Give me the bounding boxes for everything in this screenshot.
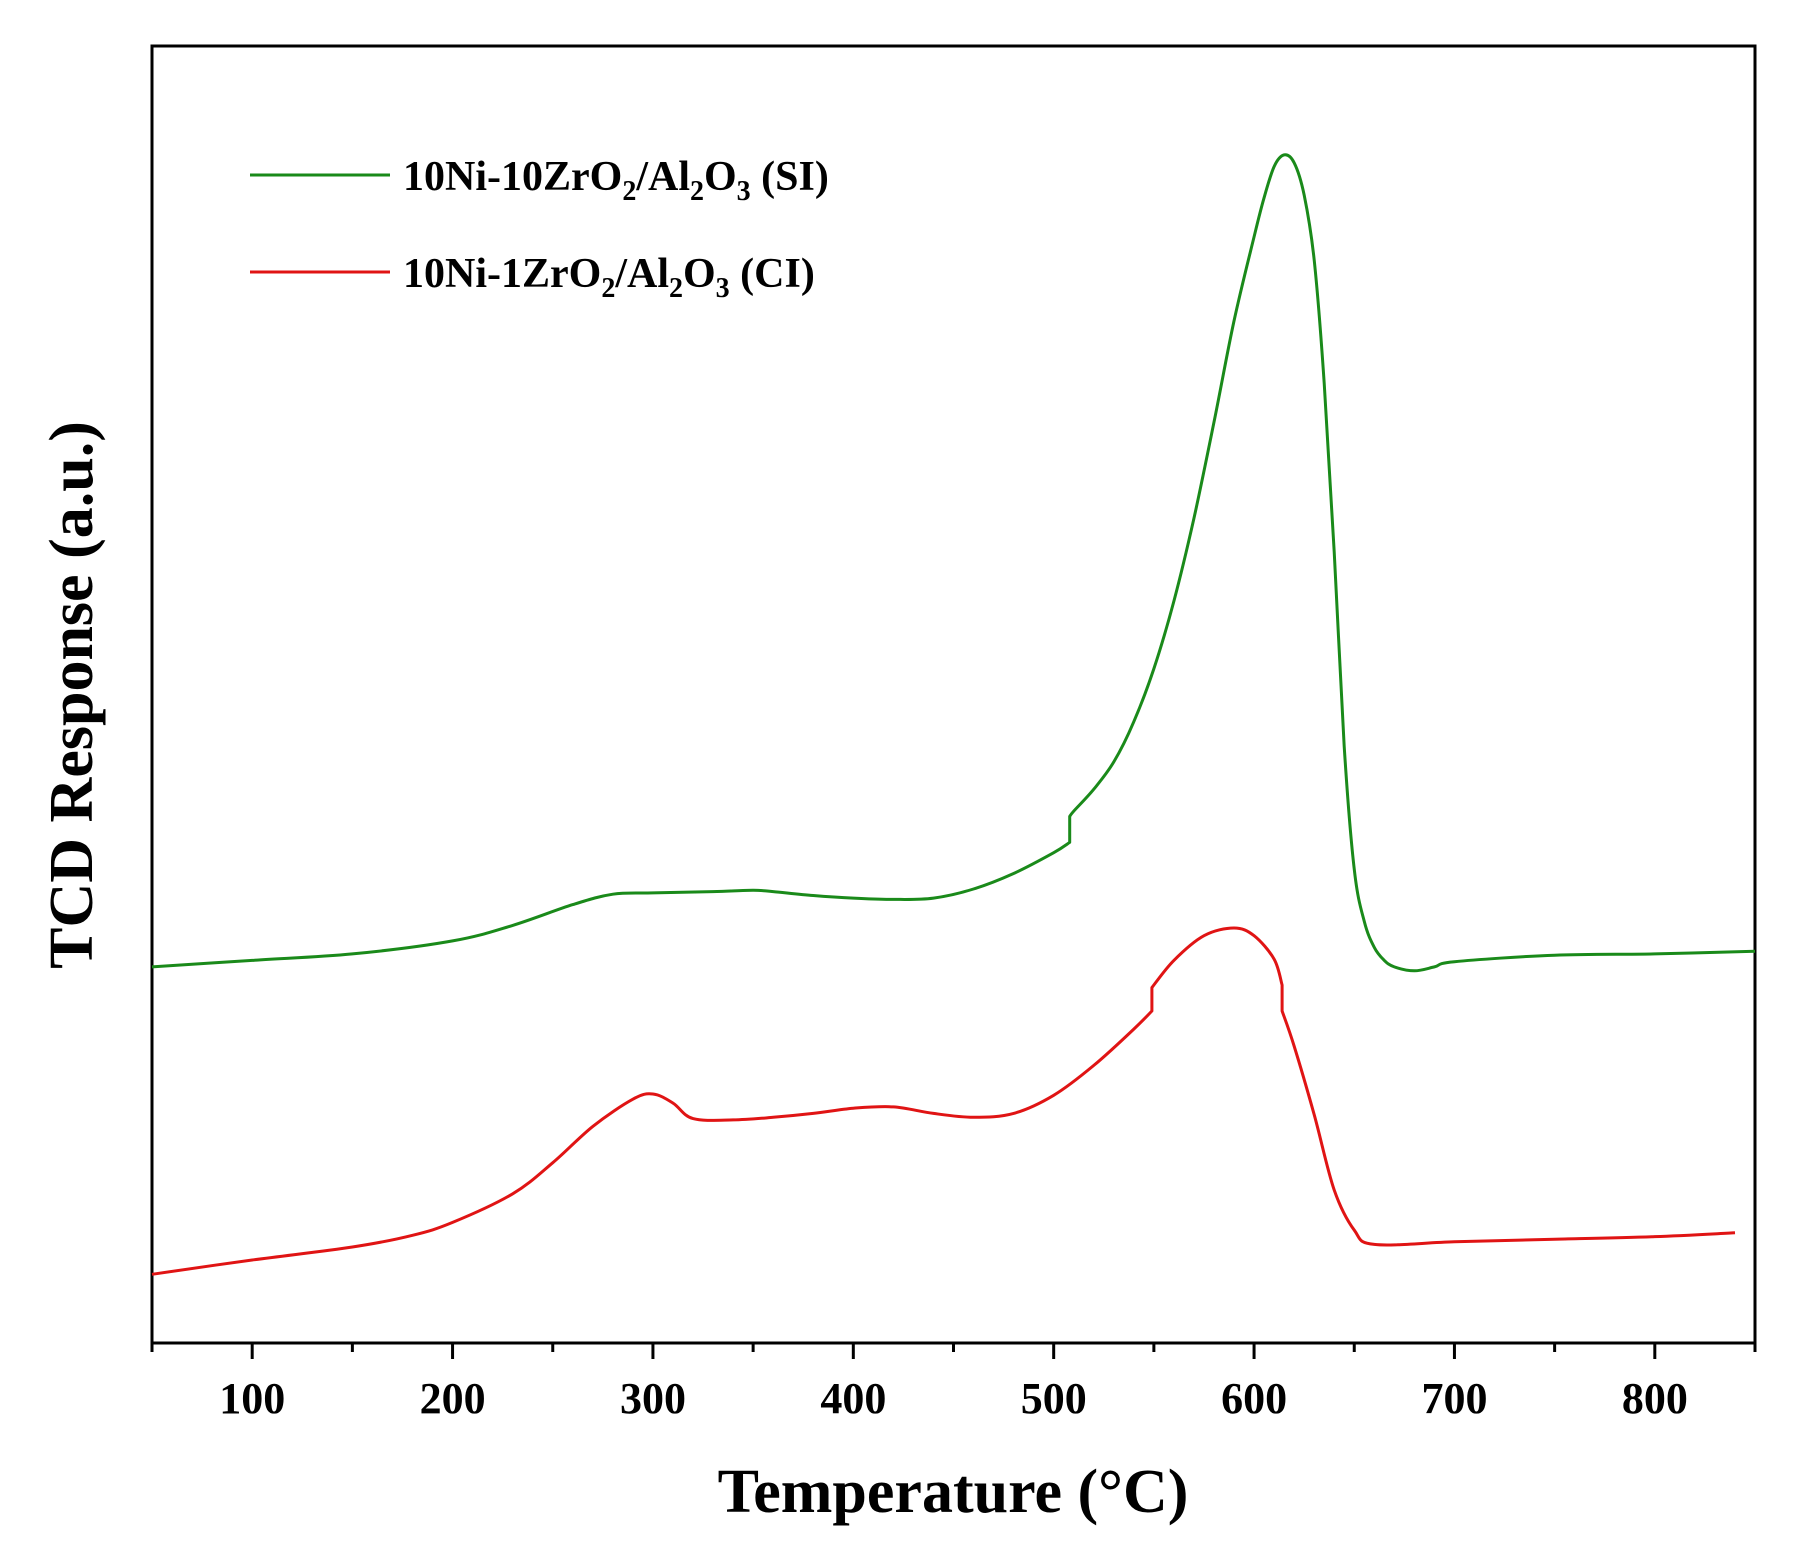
legend-text-part: O: [683, 251, 716, 297]
plot-frame: [150, 44, 1757, 1345]
y-axis-title: TCD Response (a.u.): [38, 421, 106, 969]
series-layer: [151, 153, 1756, 1276]
legend-text-part: (CI): [730, 251, 815, 297]
legend-label-0: 10Ni-10ZrO2/Al2O3 (SI): [403, 154, 829, 207]
x-tick-label: 100: [219, 1374, 285, 1423]
legend-subscript: 2: [622, 176, 636, 207]
legend-text-part: /Al: [614, 251, 669, 297]
legend-subscript: 2: [690, 176, 704, 207]
legend: 10Ni-10ZrO2/Al2O3 (SI)10Ni-1ZrO2/Al2O3 (…: [250, 154, 829, 304]
legend-subscript: 3: [737, 176, 751, 207]
legend-text-part: 10Ni-10ZrO: [403, 154, 622, 200]
legend-text-part: /Al: [635, 154, 690, 200]
x-tick-label: 300: [620, 1374, 686, 1423]
legend-subscript: 3: [716, 273, 730, 304]
legend-subscript: 2: [669, 273, 683, 304]
series-line-0: [151, 153, 1756, 973]
legend-label-1: 10Ni-1ZrO2/Al2O3 (CI): [403, 251, 815, 304]
legend-text-part: O: [704, 154, 737, 200]
x-tick-label: 500: [1021, 1374, 1087, 1423]
x-tick-label: 700: [1421, 1374, 1487, 1423]
series-line-1: [151, 926, 1736, 1276]
legend-text-part: 10Ni-1ZrO: [403, 251, 601, 297]
x-tick-label: 800: [1622, 1374, 1688, 1423]
legend-text-part: (SI): [751, 154, 829, 200]
x-axis-ticks: 100 200 300 400 500 600 700 800: [150, 1343, 1757, 1423]
x-tick-label: 400: [820, 1374, 886, 1423]
legend-subscript: 2: [601, 273, 615, 304]
x-tick-label: 200: [420, 1374, 486, 1423]
x-tick-label: 600: [1221, 1374, 1287, 1423]
x-axis-title: Temperature (°C): [718, 1458, 1189, 1526]
